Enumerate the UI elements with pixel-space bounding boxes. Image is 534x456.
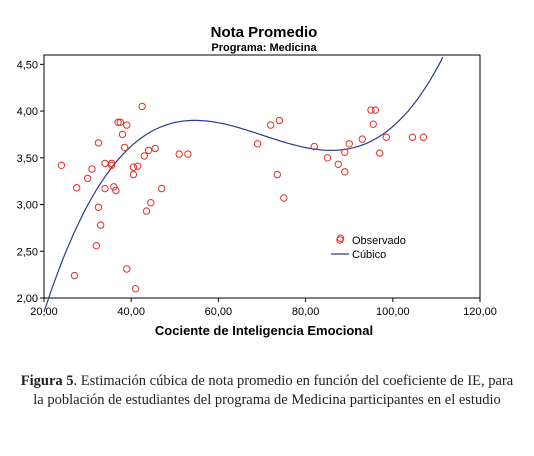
- y-tick-label: 3,50: [17, 153, 38, 165]
- observed-point: [92, 242, 101, 250]
- figure-label: Figura 5: [20, 373, 74, 389]
- y-tick-label: 2,50: [17, 246, 38, 258]
- observed-point: [116, 118, 125, 127]
- observed-point: [94, 203, 103, 212]
- observed-point: [123, 121, 131, 129]
- observed-point: [419, 133, 427, 141]
- observed-point: [341, 168, 349, 176]
- curve-layer: [43, 56, 444, 313]
- observed-point: [110, 183, 118, 191]
- observed-point: [334, 160, 342, 169]
- observed-point: [114, 118, 122, 127]
- observed-point: [376, 149, 384, 157]
- x-axis-label: Cociente de Inteligencia Emocional: [155, 323, 373, 338]
- observed-point: [147, 199, 155, 207]
- observed-point: [129, 170, 138, 179]
- x-tick-label: 120,00: [463, 306, 497, 318]
- observed-point: [138, 102, 146, 111]
- figure-caption-text: . Estimación cúbica de nota promedio en …: [33, 373, 514, 408]
- x-tick-label: 80,00: [292, 306, 320, 318]
- cubic-fit-line: [43, 56, 444, 313]
- observed-point: [129, 163, 138, 171]
- y-tick-label: 4,00: [17, 106, 38, 118]
- observed-point: [310, 142, 318, 151]
- observed-point: [70, 271, 79, 280]
- observed-point: [131, 285, 140, 293]
- observed-point: [123, 265, 131, 273]
- observed-point: [88, 165, 96, 173]
- chart: Nota Promedio Programa: Medicina 20,00 40…: [17, 24, 497, 338]
- observed-point: [144, 146, 153, 155]
- observed-point: [142, 207, 151, 215]
- observed-point: [112, 186, 120, 195]
- points-layer: [57, 102, 427, 293]
- observed-point: [369, 120, 377, 128]
- observed-point: [97, 221, 105, 229]
- observed-point: [371, 106, 380, 114]
- observed-point: [323, 154, 332, 162]
- legend: Observado Cúbico: [331, 235, 406, 261]
- legend-label-cubico: Cúbico: [352, 249, 386, 261]
- observed-point: [184, 150, 192, 158]
- x-tick-label: 100,00: [376, 306, 410, 318]
- observed-point: [275, 116, 284, 125]
- observed-point: [118, 130, 127, 139]
- y-axis: 2,00 2,50 3,00 3,50 4,00 4,50: [17, 59, 44, 305]
- observed-point: [273, 170, 281, 179]
- observed-point: [94, 139, 103, 147]
- chart-subtitle: Programa: Medicina: [211, 42, 317, 54]
- observed-point: [341, 148, 349, 156]
- observed-point: [358, 135, 366, 143]
- x-tick-label: 40,00: [117, 306, 145, 318]
- observed-point: [158, 184, 166, 193]
- observed-point: [101, 184, 109, 193]
- x-tick-label: 60,00: [205, 306, 233, 318]
- observed-point: [382, 133, 390, 141]
- observed-point: [57, 161, 66, 170]
- chart-title: Nota Promedio: [211, 24, 318, 41]
- observed-point: [107, 159, 116, 168]
- observed-point: [345, 140, 353, 148]
- observed-point: [140, 152, 149, 160]
- plot-area: [43, 54, 481, 299]
- y-tick-label: 2,00: [17, 293, 38, 305]
- observed-point: [280, 194, 288, 202]
- figure-caption: Figura 5. Estimación cúbica de nota prom…: [20, 372, 514, 410]
- observed-point: [253, 140, 262, 148]
- observed-point: [121, 143, 129, 152]
- x-axis: 20,00 40,00 60,00 80,00 100,00 120,00: [30, 298, 497, 318]
- y-tick-label: 4,50: [17, 59, 38, 71]
- observed-point: [408, 133, 417, 141]
- legend-label-observado: Observado: [352, 235, 406, 247]
- observed-point: [73, 184, 81, 192]
- observed-point: [107, 161, 116, 170]
- observed-point: [367, 106, 375, 114]
- observed-point: [134, 162, 142, 170]
- observed-point: [175, 150, 183, 158]
- observed-point: [151, 144, 159, 153]
- observed-point: [267, 121, 275, 129]
- y-tick-label: 3,00: [17, 200, 38, 212]
- legend-marker-observado: [336, 236, 344, 244]
- observed-point: [83, 174, 92, 183]
